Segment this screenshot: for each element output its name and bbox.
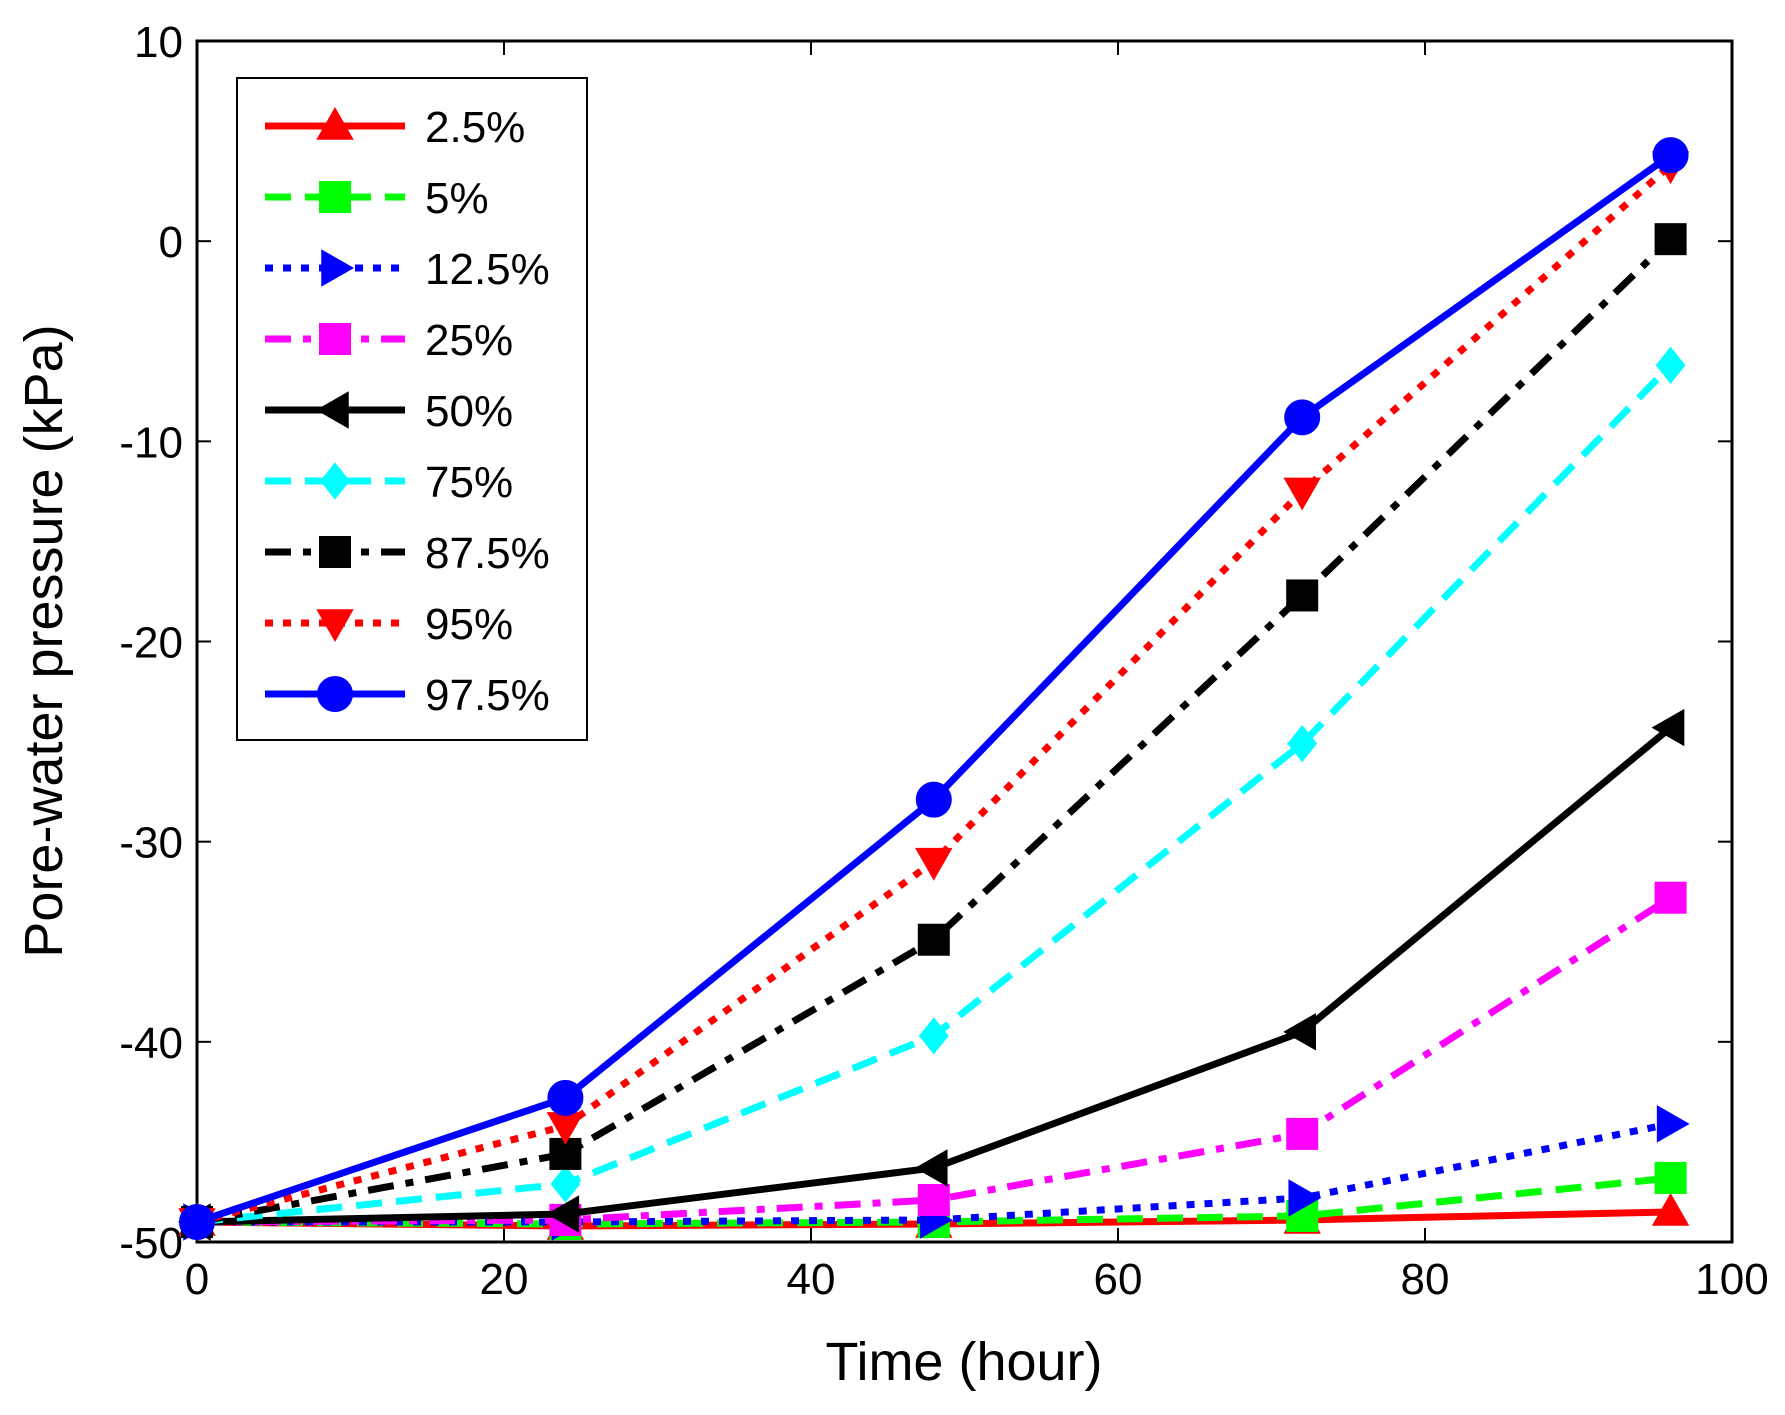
data-point — [547, 1079, 584, 1116]
legend-marker — [319, 323, 351, 355]
data-point — [1283, 1013, 1316, 1051]
y-tick-label: -50 — [119, 1219, 183, 1268]
legend-label: 2.5% — [425, 103, 525, 152]
x-tick-label: 80 — [1401, 1255, 1450, 1304]
legend-marker — [316, 106, 354, 140]
legend-label: 12.5% — [425, 245, 550, 294]
x-tick-label: 100 — [1695, 1255, 1768, 1304]
x-axis-title: Time (hour) — [825, 1332, 1102, 1392]
axis-ticks: 0 20 40 60 80 100 -50 -40 -30 -20 -10 0 10 — [119, 18, 1768, 1304]
legend: 2.5% 5% 12.5% 25% 50% 75% 87.5% 95% 97.5% — [236, 77, 588, 741]
legend-entry: 25% — [265, 316, 513, 365]
legend-entry: 5% — [265, 174, 489, 223]
x-tick-label: 20 — [480, 1255, 529, 1304]
data-point — [1654, 223, 1687, 256]
data-point — [1651, 1192, 1690, 1226]
legend-entry: 2.5% — [265, 103, 525, 152]
data-point — [915, 781, 952, 818]
x-tick-label: 40 — [787, 1255, 836, 1304]
y-tick-label: -30 — [119, 819, 183, 868]
y-tick-label: -40 — [119, 1019, 183, 1068]
data-point — [1288, 1179, 1322, 1217]
y-axis-title: Pore-water pressure (kPa) — [14, 324, 74, 957]
data-point — [1655, 346, 1686, 384]
legend-label: 75% — [425, 458, 513, 507]
data-point — [1654, 881, 1687, 914]
data-point — [1654, 1161, 1687, 1194]
legend-marker — [321, 249, 355, 287]
legend-marker — [319, 181, 351, 213]
legend-entry: 50% — [265, 387, 513, 436]
legend-marker — [315, 391, 349, 429]
data-point — [1286, 1117, 1319, 1150]
legend-label: 87.5% — [425, 529, 550, 578]
data-point — [915, 847, 953, 881]
data-point — [917, 923, 950, 956]
data-point — [550, 1165, 581, 1203]
data-point — [1284, 399, 1321, 436]
series-line — [196, 236, 1674, 1226]
data-point — [546, 1195, 580, 1233]
legend-marker — [320, 462, 350, 500]
series-layer — [177, 137, 1690, 1241]
data-point — [1287, 724, 1318, 763]
data-point — [1283, 477, 1321, 511]
y-tick-label: 10 — [134, 18, 183, 67]
legend-entry: 95% — [265, 600, 513, 649]
data-point — [179, 1203, 215, 1240]
data-point — [1652, 137, 1689, 174]
legend-entry: 97.5% — [265, 671, 550, 720]
legend-label: 5% — [425, 174, 489, 223]
x-tick-label: 0 — [185, 1255, 209, 1304]
legend-marker — [316, 609, 354, 643]
legend-entry: 87.5% — [265, 529, 550, 578]
data-point — [914, 1149, 948, 1187]
legend-label: 50% — [425, 387, 513, 436]
data-point — [1286, 579, 1319, 612]
legend-marker — [317, 676, 353, 712]
legend-label: 97.5% — [425, 671, 550, 720]
x-tick-label: 60 — [1094, 1255, 1143, 1304]
legend-entry: 12.5% — [265, 245, 550, 294]
y-tick-label: 0 — [159, 218, 183, 267]
legend-label: 95% — [425, 600, 513, 649]
legend-entry: 75% — [265, 458, 513, 507]
series-line — [197, 1120, 1672, 1226]
data-point — [1656, 1105, 1690, 1143]
y-tick-label: -10 — [119, 418, 183, 467]
legend-marker — [319, 536, 351, 568]
series-97.5% — [179, 137, 1689, 1240]
y-tick-label: -20 — [119, 619, 183, 668]
legend-label: 25% — [425, 316, 513, 365]
data-point — [918, 1017, 949, 1055]
data-point — [1651, 708, 1685, 747]
data-point — [917, 1183, 950, 1216]
